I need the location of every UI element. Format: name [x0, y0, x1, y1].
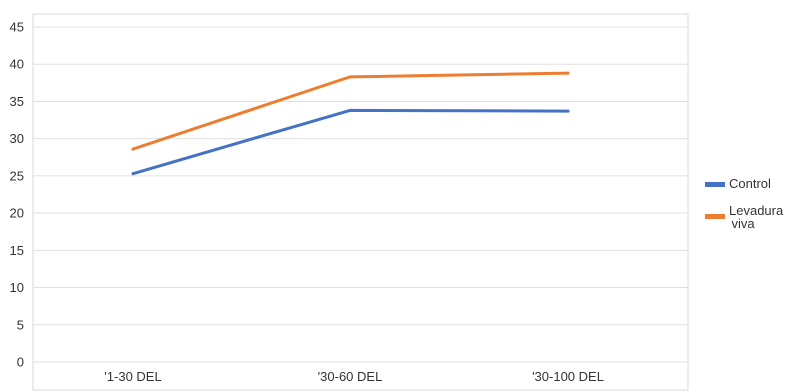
x-tick-label: '30-60 DEL [318, 369, 383, 384]
legend-item: Control [705, 176, 771, 191]
data-point [348, 108, 352, 112]
data-point [566, 109, 570, 113]
legend-label: Levadura [729, 203, 784, 218]
legend-swatch [705, 182, 725, 187]
y-tick-label: 5 [17, 317, 24, 332]
legend-swatch [705, 214, 725, 219]
y-tick-label: 45 [10, 20, 24, 35]
y-tick-label: 30 [10, 131, 24, 146]
x-axis: '1-30 DEL '30-60 DEL '30-100 DEL [104, 369, 604, 384]
plot-frame [32, 13, 689, 391]
y-tick-label: 20 [10, 206, 24, 221]
x-tick-label: '1-30 DEL [104, 369, 161, 384]
y-tick-label: 10 [10, 280, 24, 295]
series-lines [131, 71, 570, 176]
y-tick-label: 40 [10, 57, 24, 72]
y-tick-label: 25 [10, 168, 24, 183]
y-axis: 0 5 10 15 20 25 30 35 40 45 [10, 20, 24, 370]
data-point [348, 75, 352, 79]
x-tick-label: '30-100 DEL [532, 369, 604, 384]
plot-area [32, 13, 689, 391]
y-tick-label: 15 [10, 243, 24, 258]
data-point [131, 147, 135, 151]
data-point [131, 172, 135, 176]
legend-label: viva [731, 216, 755, 231]
y-tick-label: 0 [17, 355, 24, 370]
data-point [566, 71, 570, 75]
gridlines [33, 26, 688, 363]
y-tick-label: 35 [10, 94, 24, 109]
legend-label: Control [729, 176, 771, 191]
